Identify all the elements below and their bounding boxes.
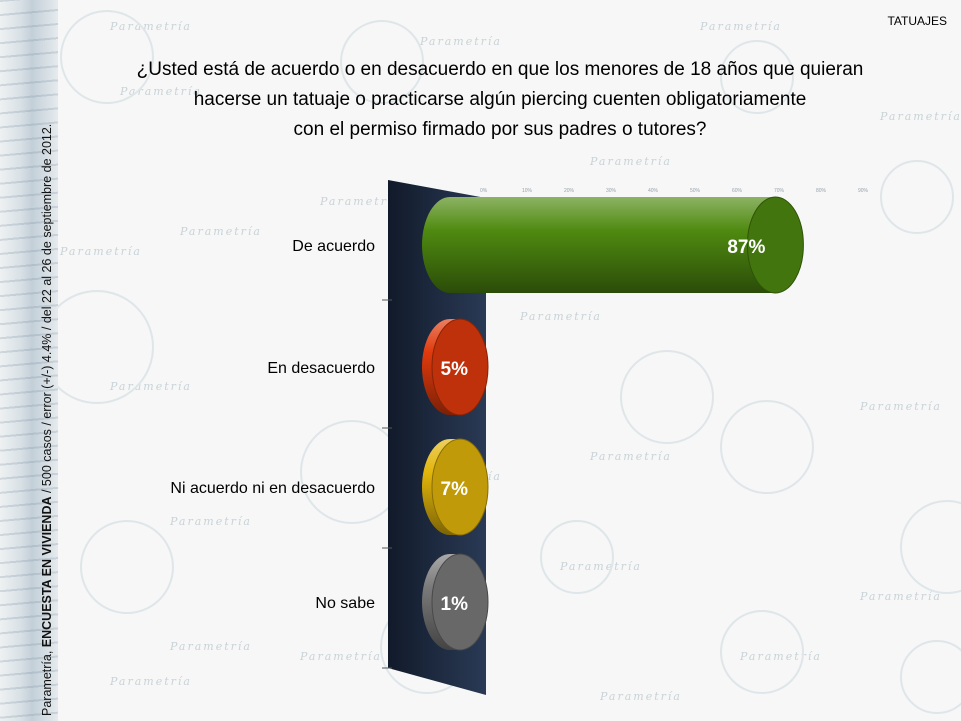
bar-1 <box>422 196 804 294</box>
watermark-text: Parametría <box>60 245 142 258</box>
watermark-text: Parametría <box>860 590 942 603</box>
bar-cap <box>431 553 489 651</box>
category-label: En desacuerdo <box>267 360 375 377</box>
watermark-circle <box>80 520 174 614</box>
watermark-text: Parametría <box>520 310 602 323</box>
category-label: No sabe <box>315 595 375 612</box>
bar-cap <box>431 438 489 536</box>
watermark-circle <box>720 40 794 114</box>
bars-layer: 87% De acuerdo 5% En desacuerdo 7% Ni acuerdo… <box>170 196 804 651</box>
tick-layer: 0% 10% 20% 30% 40% 50% 60% 70% 80% 90% <box>382 188 869 669</box>
question-line-3: con el permiso firmado por sus padres o … <box>293 119 707 140</box>
bar-cap <box>431 318 489 416</box>
tick-label: 10% <box>522 188 533 194</box>
watermark-text: Parametría <box>880 110 961 123</box>
watermark-text: Parametría <box>170 640 252 653</box>
bar-cap <box>746 196 804 294</box>
data-label: 5% <box>441 359 469 380</box>
watermark-text: Parametría <box>320 195 402 208</box>
decorative-strip <box>0 0 58 721</box>
bar-4 <box>422 553 489 651</box>
question-line-2: hacerse un tatuaje o practicarse algún p… <box>193 89 807 110</box>
watermark-text: Parametría <box>180 225 262 238</box>
data-label: 1% <box>441 594 469 615</box>
watermark-text: Parametría <box>590 155 672 168</box>
watermark-circle <box>900 640 961 714</box>
watermark-text: Parametría <box>600 690 682 703</box>
tick-label: 50% <box>690 188 701 194</box>
data-label: 7% <box>441 479 469 500</box>
tick-label: 80% <box>816 188 827 194</box>
tick-label: 70% <box>774 188 785 194</box>
tick-label: 30% <box>606 188 617 194</box>
category-label: De acuerdo <box>292 238 375 255</box>
watermark-circle <box>880 160 954 234</box>
watermark-circle <box>720 610 804 694</box>
chart-title: ¿Usted está de acuerdo o en desacuerdo e… <box>90 55 910 145</box>
watermark-text: Parametría <box>700 20 782 33</box>
watermark-circle <box>340 20 424 104</box>
tick-label: 90% <box>858 188 869 194</box>
tick-label: 60% <box>732 188 743 194</box>
tick-label: 20% <box>564 188 575 194</box>
watermark-circle <box>720 400 814 494</box>
category-label: Ni acuerdo ni en desacuerdo <box>170 480 375 497</box>
question-line-1: ¿Usted está de acuerdo o en desacuerdo e… <box>136 59 864 80</box>
bar-3 <box>422 438 489 536</box>
topic-tag: TATUAJES <box>887 14 947 28</box>
tick-label: 0% <box>480 188 488 194</box>
watermark-text: Parametría <box>420 35 502 48</box>
watermark-circle <box>60 10 154 104</box>
watermark-circle <box>620 350 714 444</box>
tick-label: 40% <box>648 188 659 194</box>
data-label: 87% <box>727 237 765 258</box>
bar-body <box>422 197 804 293</box>
watermark-text: Parametría <box>860 400 942 413</box>
watermark-text: Parametría <box>110 675 192 688</box>
watermark-text: Parametría <box>300 650 382 663</box>
watermark-text: Parametría <box>590 450 672 463</box>
bar-2 <box>422 318 489 416</box>
watermark-text: Parametría <box>170 515 252 528</box>
watermark-circle <box>540 520 614 594</box>
